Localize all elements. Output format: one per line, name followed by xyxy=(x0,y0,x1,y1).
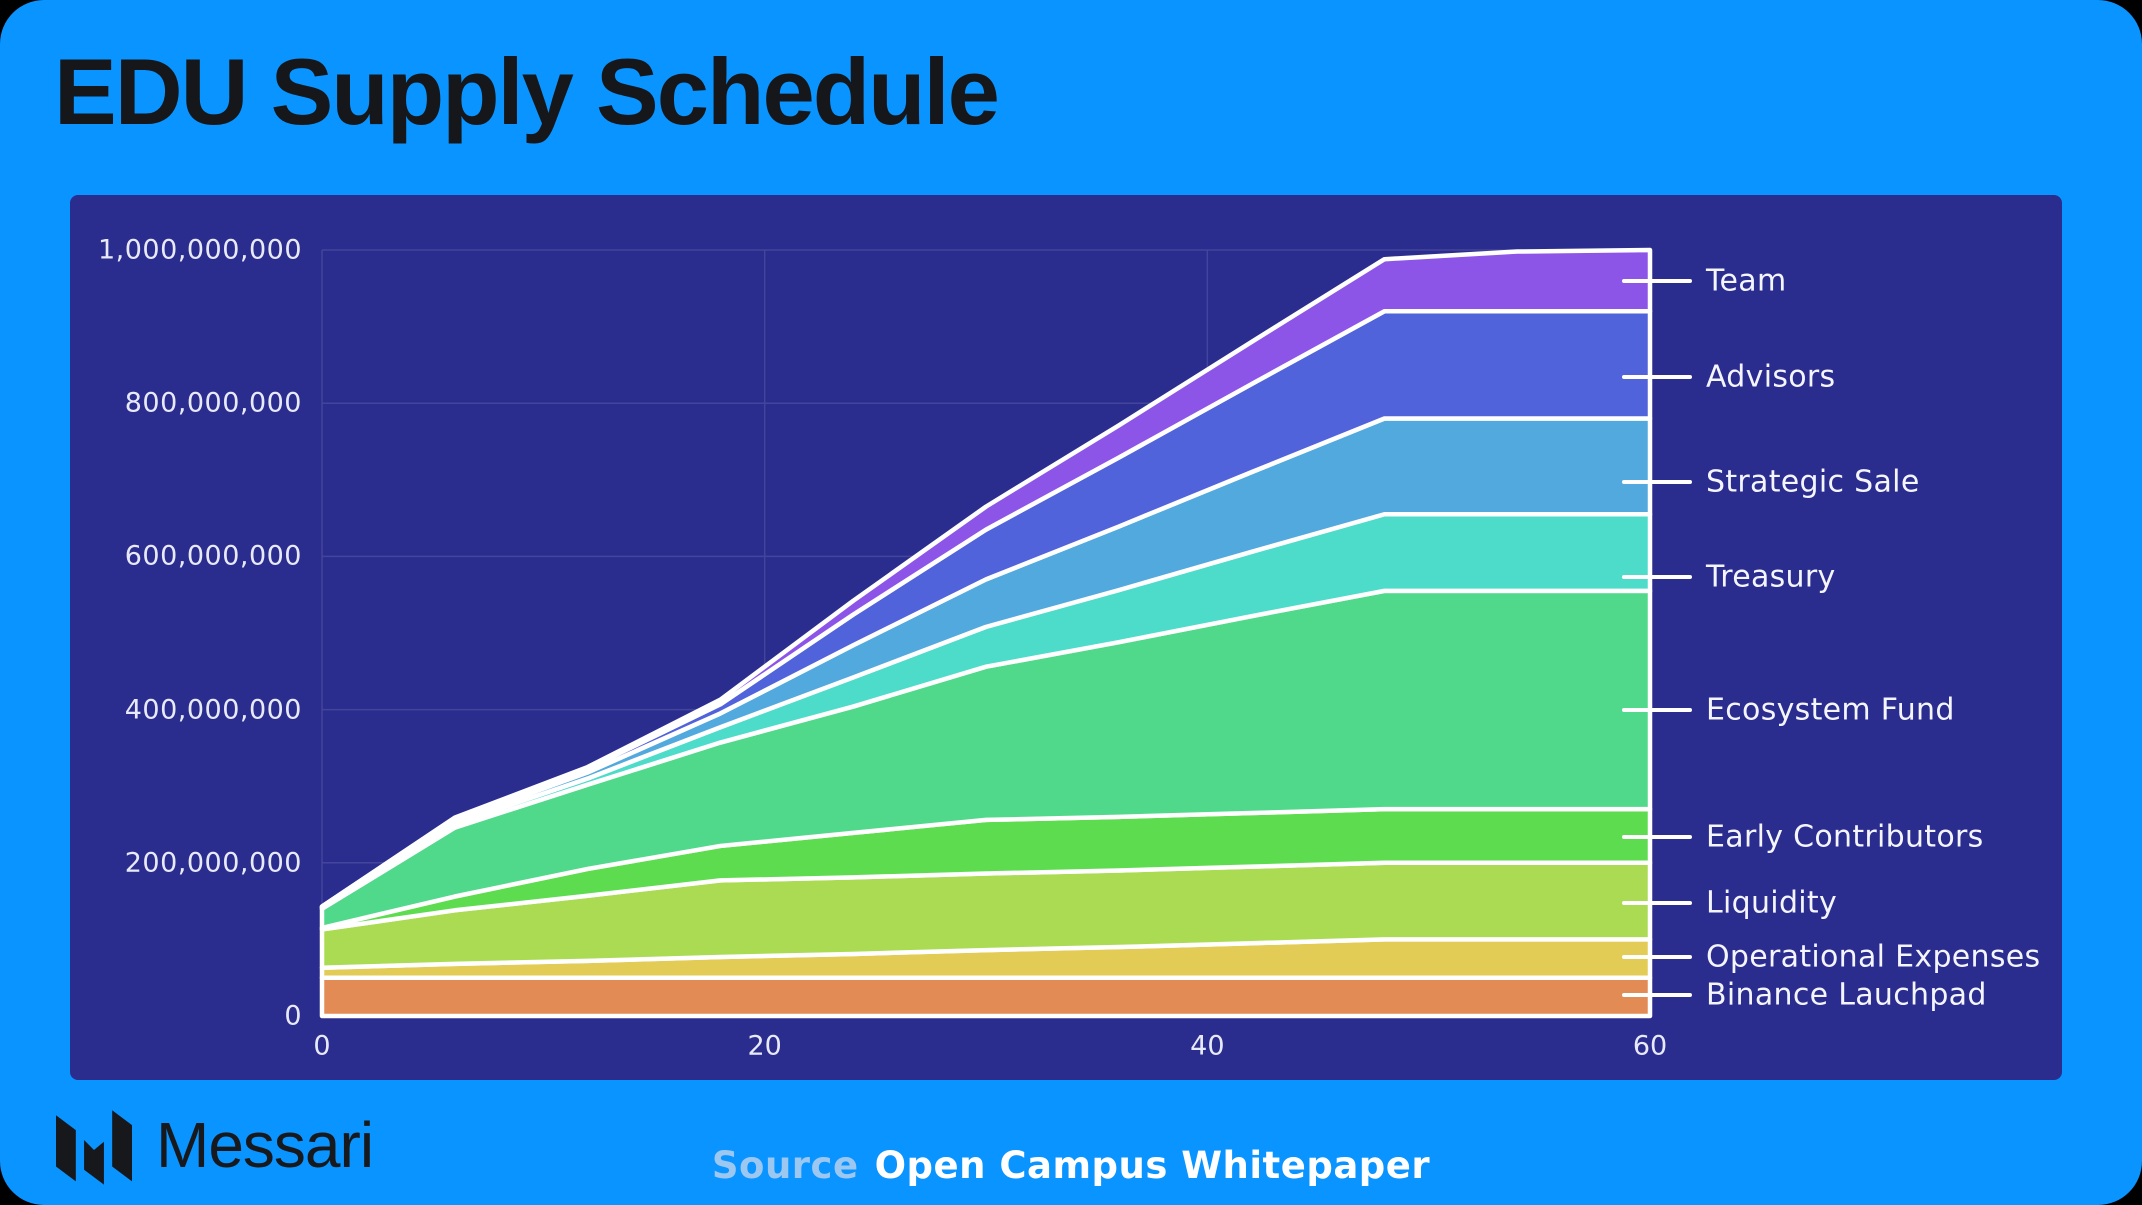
legend-tick-early-contributors xyxy=(1622,835,1692,839)
source-line: Source Open Campus Whitepaper xyxy=(0,1144,2142,1187)
messari-logo-icon xyxy=(56,1110,132,1185)
legend-tick-treasury xyxy=(1622,575,1692,579)
legend-label-ecosystem-fund: Ecosystem Fund xyxy=(1706,692,1955,728)
source-prefix: Source xyxy=(711,1144,859,1187)
y-tick-label: 400,000,000 xyxy=(124,694,302,726)
y-tick-label: 600,000,000 xyxy=(124,540,302,572)
source-name: Open Campus Whitepaper xyxy=(874,1144,1431,1187)
legend-label-advisors: Advisors xyxy=(1706,359,1836,395)
legend-label-team: Team xyxy=(1706,263,1787,299)
y-tick-label: 0 xyxy=(284,1000,302,1032)
x-tick-label: 0 xyxy=(313,1030,331,1062)
legend-label-operational-expenses: Operational Expenses xyxy=(1706,939,2041,975)
legend-label-strategic-sale: Strategic Sale xyxy=(1706,464,1920,500)
y-tick-label: 200,000,000 xyxy=(124,847,302,879)
legend-tick-advisors xyxy=(1622,375,1692,379)
legend-tick-binance-lauchpad xyxy=(1622,993,1692,997)
legend-tick-strategic-sale xyxy=(1622,480,1692,484)
brand-footer: Messari xyxy=(56,1103,374,1187)
supply-schedule-chart xyxy=(319,247,1653,1019)
legend-label-early-contributors: Early Contributors xyxy=(1706,819,1984,855)
x-tick-label: 60 xyxy=(1632,1030,1668,1062)
legend-label-liquidity: Liquidity xyxy=(1706,885,1838,921)
y-tick-label: 1,000,000,000 xyxy=(97,234,302,266)
brand-name: Messari xyxy=(156,1109,374,1181)
page-title: EDU Supply Schedule xyxy=(54,39,1000,144)
legend-label-binance-lauchpad: Binance Lauchpad xyxy=(1706,977,1987,1013)
x-tick-label: 40 xyxy=(1190,1030,1225,1062)
x-tick-label: 20 xyxy=(747,1030,782,1062)
legend-tick-operational-expenses xyxy=(1622,955,1692,959)
area-binance-lauchpad xyxy=(319,975,1653,1019)
legend-tick-ecosystem-fund xyxy=(1622,708,1692,712)
legend-tick-team xyxy=(1622,279,1692,283)
y-tick-label: 800,000,000 xyxy=(124,387,302,419)
legend-tick-liquidity xyxy=(1622,901,1692,905)
legend-label-treasury: Treasury xyxy=(1706,559,1836,595)
